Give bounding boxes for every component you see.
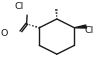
Text: Cl: Cl bbox=[85, 26, 94, 34]
Polygon shape bbox=[74, 25, 86, 28]
Text: Cl: Cl bbox=[14, 2, 23, 11]
Text: O: O bbox=[1, 29, 8, 38]
